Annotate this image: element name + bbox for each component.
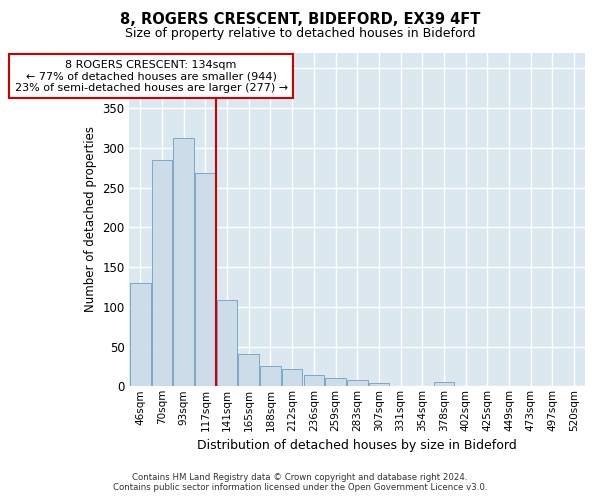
Bar bbox=[130, 283, 151, 387]
Bar bbox=[173, 138, 194, 386]
Bar bbox=[434, 382, 454, 386]
X-axis label: Distribution of detached houses by size in Bideford: Distribution of detached houses by size … bbox=[197, 440, 517, 452]
Bar bbox=[368, 383, 389, 386]
Bar bbox=[304, 375, 324, 386]
Bar bbox=[282, 369, 302, 386]
Bar bbox=[325, 378, 346, 386]
Bar bbox=[152, 160, 172, 386]
Bar bbox=[195, 174, 215, 386]
Bar bbox=[238, 354, 259, 386]
Text: Contains HM Land Registry data © Crown copyright and database right 2024.
Contai: Contains HM Land Registry data © Crown c… bbox=[113, 473, 487, 492]
Bar bbox=[217, 300, 238, 386]
Text: 8, ROGERS CRESCENT, BIDEFORD, EX39 4FT: 8, ROGERS CRESCENT, BIDEFORD, EX39 4FT bbox=[120, 12, 480, 28]
Text: 8 ROGERS CRESCENT: 134sqm
← 77% of detached houses are smaller (944)
23% of semi: 8 ROGERS CRESCENT: 134sqm ← 77% of detac… bbox=[14, 60, 287, 93]
Bar bbox=[347, 380, 368, 386]
Bar bbox=[260, 366, 281, 386]
Y-axis label: Number of detached properties: Number of detached properties bbox=[84, 126, 97, 312]
Text: Size of property relative to detached houses in Bideford: Size of property relative to detached ho… bbox=[125, 28, 475, 40]
